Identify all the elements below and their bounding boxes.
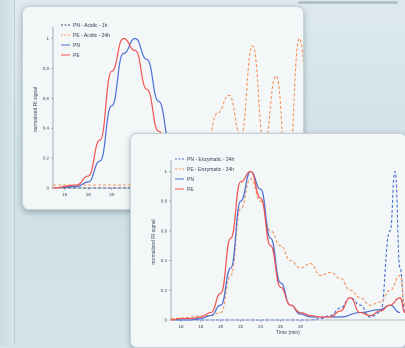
legend-label-0: PN - Acidic - 1h — [73, 23, 108, 29]
y-tick-label: 0.6 — [161, 228, 168, 233]
legend-label-1: PE - Acidic - 24h — [73, 33, 110, 39]
y-axis-label: normalized RI signal — [33, 87, 39, 132]
x-tick-label: 24 — [258, 324, 264, 329]
x-tick-label: 16 — [62, 192, 68, 197]
x-tick-label: 18 — [198, 324, 204, 329]
y-axis-label: normalized RI signal — [151, 219, 157, 264]
top-right-caption-blurred — [298, 0, 398, 6]
x-tick-label: 28 — [298, 324, 304, 329]
series-line-2 — [171, 170, 401, 321]
left-panel-edge — [0, 0, 15, 346]
y-tick-label: 0.6 — [43, 96, 50, 101]
x-tick-label: 26 — [278, 324, 284, 329]
x-tick-label: 20 — [218, 324, 224, 329]
enzymatic-chart-card: 0 0.2 0.4 0.6 0.8 1 16 18 20 22 24 26 28 normalized R… — [130, 133, 405, 348]
y-tick-label: 0.8 — [161, 199, 168, 204]
x-tick-label: 22 — [238, 324, 244, 329]
series-line-3 — [170, 170, 405, 321]
y-tick-label: 0.2 — [161, 288, 168, 293]
x-axis-label: Time (min) — [276, 330, 300, 336]
series-line-0 — [171, 170, 405, 321]
y-tick-label: 0 — [46, 186, 49, 191]
y-tick-label: 1 — [164, 169, 167, 174]
x-tick-label: 16 — [178, 324, 184, 329]
legend-label-1: PE - Enzymatic - 24h — [187, 167, 234, 173]
enzymatic-chart: 0 0.2 0.4 0.6 0.8 1 16 18 20 22 24 26 28 normalized R… — [151, 157, 405, 336]
y-tick-label: 0.8 — [43, 66, 50, 71]
legend-label-2: PN — [187, 177, 194, 183]
x-tick-label: 20 — [109, 192, 115, 197]
y-tick-label: 1 — [46, 36, 49, 41]
y-tick-label: 0.4 — [43, 126, 50, 131]
series-line-1 — [170, 178, 405, 320]
legend-label-0: PN - Enzymatic - 24h — [187, 157, 234, 163]
y-tick-label: 0.4 — [161, 258, 168, 263]
legend-label-3: PE — [187, 187, 194, 193]
legend-label-3: PE — [73, 53, 80, 59]
y-tick-label: 0.2 — [43, 156, 50, 161]
legend-label-2: PN — [73, 43, 80, 49]
y-tick-label: 0 — [164, 318, 167, 323]
x-tick-label: 18 — [86, 192, 92, 197]
